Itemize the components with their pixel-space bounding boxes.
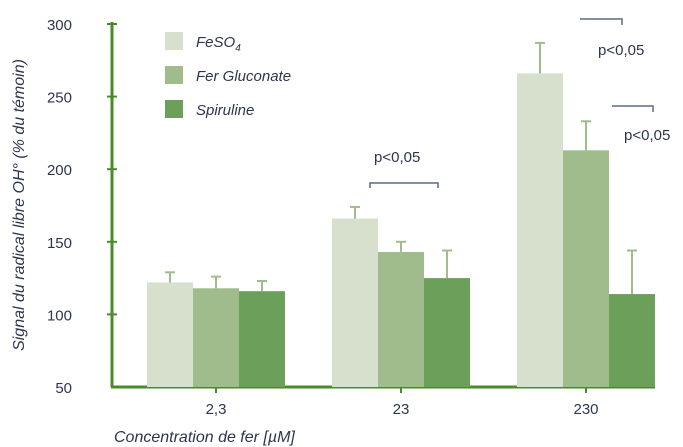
bar [424,278,470,387]
significance-annotations: p<0,05 p<0,05 p<0,05 [369,18,670,188]
legend-label-fer-gluconate: Fer Gluconate [196,68,291,85]
legend-swatch-feso4 [165,32,183,50]
bar [332,218,378,387]
bar [563,150,609,387]
bar [239,291,285,387]
bracket-230-bottom [612,105,654,112]
y-tick-label: 300 [47,17,72,34]
x-ticks: 2,3 23 230 [206,387,599,418]
x-tick-label: 230 [573,401,598,418]
y-tick-label: 250 [47,90,72,107]
bars [147,41,655,388]
legend: FeSO4 Fer Gluconate Spiruline [165,32,291,119]
y-tick-label: 200 [47,162,72,179]
bar [378,251,424,387]
x-tick-label: 2,3 [206,401,227,418]
bar [609,294,655,387]
x-axis-title: Concentration de fer [µM] [114,429,295,446]
y-ticks: 50 100 150 200 250 300 [47,17,117,397]
legend-swatch-spiruline [165,100,183,118]
significance-label-230-top: p<0,05 [598,42,644,59]
y-axis-title: Signal du radical libre OH° (% du témoin… [11,59,28,351]
significance-label-23: p<0,05 [374,149,420,166]
bracket-23 [369,182,439,188]
x-tick-label: 23 [393,401,410,418]
significance-label-230-bottom: p<0,05 [624,127,670,144]
y-tick-label: 150 [47,235,72,252]
legend-label-feso4: FeSO4 [196,34,241,54]
bracket-230-top [580,18,623,25]
y-tick-label: 100 [47,307,72,324]
bar [193,288,239,387]
y-tick-label: 50 [55,380,72,397]
bar [147,282,193,387]
legend-swatch-fer-gluconate [165,66,183,84]
bar [517,73,563,388]
legend-label-spiruline: Spiruline [196,102,254,119]
